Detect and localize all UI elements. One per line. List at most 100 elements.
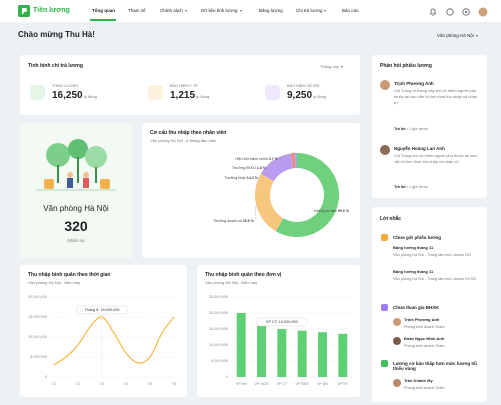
slice-label: Hiệu thử hành chính 0.7 % bbox=[235, 157, 279, 161]
welcome-title: Chào mừng Thu Hà! bbox=[18, 30, 95, 39]
nav-tab[interactable]: Tổng quan bbox=[92, 8, 115, 13]
y-tick-label: 15,000,000 bbox=[28, 315, 47, 319]
slice-name: Lương cơ bản bbox=[314, 209, 337, 213]
headcount-caption: Nhân sự bbox=[67, 238, 85, 243]
nav-tab[interactable]: Bảng lương bbox=[259, 8, 283, 13]
nav-tab[interactable]: Chính sách bbox=[160, 8, 187, 13]
leader-line bbox=[311, 206, 339, 212]
stat-unit: tỷ đồng bbox=[313, 94, 327, 99]
nav-tab-text[interactable]: Chính sách bbox=[160, 8, 183, 13]
period-text[interactable]: Tháng này bbox=[320, 64, 339, 69]
y-tick-label: 5,000,000 bbox=[211, 359, 228, 363]
avatar bbox=[393, 318, 401, 326]
reminder-item[interactable]: Trịnh Phương Anh bbox=[404, 317, 440, 322]
reminder-item[interactable]: Trần Khánh My bbox=[404, 378, 433, 383]
slice-label: Thưởng KKKD 1.8 % bbox=[232, 166, 267, 170]
nav-tab[interactable]: Báo cáo bbox=[342, 8, 359, 13]
period-select[interactable]: Tháng này bbox=[320, 64, 343, 70]
pie-slice bbox=[275, 153, 339, 237]
slice-label: Lương cơ bản 59.6 % bbox=[314, 209, 350, 213]
x-tick-label: VP CT bbox=[277, 382, 288, 386]
nav-tab-text[interactable]: Chi trả lương bbox=[296, 8, 323, 13]
nav-tab[interactable]: Chi trả lương bbox=[296, 8, 327, 13]
tooltip-text: VP CT: 15,000,000 bbox=[266, 320, 298, 324]
x-tick-label: T4 bbox=[124, 382, 128, 386]
stat-unit: tỷ đồng bbox=[83, 94, 97, 99]
bar bbox=[236, 313, 246, 377]
office-name: Văn phòng Hà Nội bbox=[43, 204, 109, 213]
reminder-item[interactable]: Đoàn Ngọc Minh Anh bbox=[404, 336, 445, 341]
slice-value: 14.3 % bbox=[247, 176, 259, 180]
chart-title: Thu nhập bình quân theo đơn vị bbox=[205, 272, 282, 278]
illustration bbox=[36, 139, 116, 191]
pie-slice bbox=[260, 153, 293, 182]
feedback-text: Chị Trang em có thêm người phụ thuộc tại… bbox=[394, 153, 477, 164]
feedback-card bbox=[372, 55, 487, 198]
slice-value: 1.8 % bbox=[257, 166, 267, 170]
card-title: Lời nhắc bbox=[380, 216, 402, 222]
stat-label: TỔNG LƯƠNG bbox=[52, 84, 79, 88]
x-tick-label: T2 bbox=[76, 382, 80, 386]
x-tick-label: VP BMT bbox=[296, 382, 310, 386]
headcount: 320 bbox=[64, 218, 88, 234]
tooltip-box bbox=[256, 317, 308, 327]
reminder-desc: Văn phòng Hà Nội - Trung tâm kinh doanh … bbox=[393, 277, 476, 281]
chart-title: Thu nhập bình quân theo thời gian bbox=[28, 272, 111, 278]
reminder-desc: Phòng kinh doanh Sofia bbox=[404, 386, 445, 390]
leader-line bbox=[255, 205, 257, 222]
y-tick-label: 20,000,000 bbox=[209, 311, 228, 315]
pie-slice bbox=[290, 153, 296, 169]
office-select-text[interactable]: Văn phòng Hà Nội bbox=[437, 33, 474, 38]
avatar bbox=[380, 80, 390, 90]
line-card bbox=[20, 265, 187, 397]
feedback-name: Nguyễn Hoàng Lan Anh bbox=[394, 146, 445, 151]
feedback-name: Trịnh Phương Anh bbox=[394, 81, 434, 86]
logo bbox=[18, 5, 30, 17]
reminder-desc: Phòng kinh doanh Sofia bbox=[404, 344, 445, 348]
avatar bbox=[393, 337, 401, 345]
card-title: Tình hình chi trả lương bbox=[28, 63, 83, 69]
y-tick-label: 10,000,000 bbox=[209, 343, 228, 347]
x-tick-label: T5 bbox=[148, 382, 152, 386]
nav-icons[interactable] bbox=[428, 6, 492, 18]
tooltip-box bbox=[76, 305, 128, 315]
stat-label: BẢO HIỂM Y TẾ bbox=[170, 84, 198, 88]
slice-label: Thưởng doanh số 25.6 % bbox=[213, 219, 255, 223]
bar bbox=[338, 333, 348, 377]
feedback-time: 1 giờ trước bbox=[409, 127, 428, 131]
hover-point bbox=[100, 315, 104, 319]
reminder-desc: Văn phòng Hà Nội - Trung tâm kinh doanh … bbox=[393, 253, 471, 257]
nav-tab[interactable]: Dữ liệu tính lương bbox=[201, 8, 242, 13]
card-title: Phản hồi phiếu lương bbox=[380, 63, 432, 69]
nav-tab[interactable]: Tham số bbox=[128, 8, 146, 13]
reply-link[interactable]: Trả lời bbox=[394, 185, 406, 189]
chart-title: Cơ cấu thu nhập theo nhân viên bbox=[150, 130, 227, 136]
reminder-item[interactable]: Bảng lương tháng 11 bbox=[393, 269, 434, 274]
leader-line bbox=[259, 159, 274, 179]
pie-slice bbox=[295, 153, 297, 169]
y-tick-label: 15,000,000 bbox=[209, 327, 228, 331]
x-tick-label: T3 bbox=[100, 382, 104, 386]
bar bbox=[257, 325, 266, 377]
nav-tab-text[interactable]: Dữ liệu tính lương bbox=[201, 8, 238, 13]
slice-name: Thưởng doanh số bbox=[213, 219, 242, 223]
y-tick-label: 0 bbox=[45, 375, 47, 379]
x-tick-label: VP HN bbox=[236, 382, 247, 386]
leader-line bbox=[267, 152, 293, 169]
avatar bbox=[393, 379, 401, 387]
slice-label: Thưởng khác 14.3 % bbox=[224, 176, 259, 180]
reply-link[interactable]: Trả lời bbox=[394, 127, 406, 131]
stat-icon bbox=[30, 85, 45, 100]
y-tick-label: 25,000,000 bbox=[209, 295, 228, 299]
line-chart: 0 5,000,000 10,000,000 15,000,000 20,000,000… bbox=[28, 295, 178, 386]
stat-label: BẢO HIỂM XÃ HỘI bbox=[287, 84, 320, 88]
reminder-item[interactable]: Bảng lương tháng 11 bbox=[393, 245, 434, 250]
brand[interactable]: Tiền lương bbox=[33, 7, 70, 14]
stat-value: 16,250 bbox=[52, 90, 83, 101]
avatar bbox=[380, 145, 390, 155]
office-select[interactable]: Văn phòng Hà Nội bbox=[437, 33, 478, 38]
x-tick-label: VP NT bbox=[338, 382, 349, 386]
stat-icon bbox=[148, 85, 163, 100]
slice-value: 59.6 % bbox=[338, 209, 350, 213]
tooltip-text: Tháng 8: 15,000,000 bbox=[84, 308, 119, 312]
